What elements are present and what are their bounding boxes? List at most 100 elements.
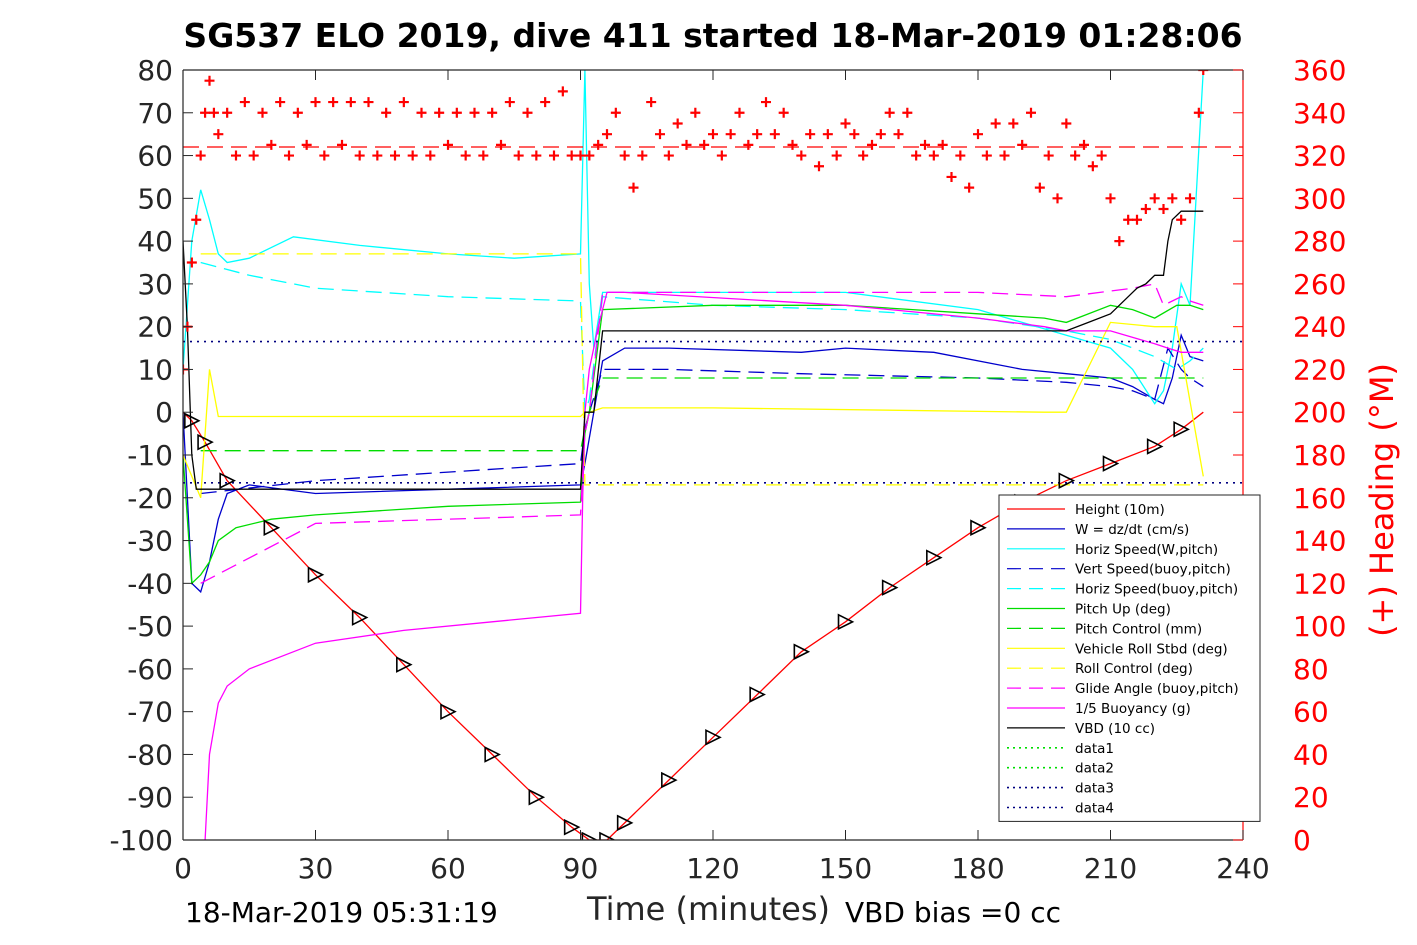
- y2-tick-label: 280: [1293, 225, 1346, 258]
- y2-tick-label: 240: [1293, 311, 1346, 344]
- heading-marker: [663, 150, 674, 161]
- heading-marker: [186, 257, 197, 268]
- heading-marker: [292, 107, 303, 118]
- depth-marker: [1173, 421, 1190, 438]
- y2-tick-label: 320: [1293, 140, 1346, 173]
- heading-marker: [928, 150, 939, 161]
- depth-marker: [440, 703, 457, 720]
- heading-marker: [1132, 214, 1142, 225]
- x-tick-label: 180: [951, 852, 1004, 885]
- heading-marker: [566, 150, 577, 161]
- x-axis-label: Time (minutes): [587, 890, 830, 928]
- x-tick-label: 30: [298, 852, 334, 885]
- heading-marker: [310, 97, 321, 108]
- heading-marker: [487, 107, 498, 118]
- heading-marker: [796, 150, 807, 161]
- heading-marker: [557, 86, 568, 97]
- heading-marker: [248, 150, 259, 161]
- depth-marker: [563, 818, 581, 836]
- heading-marker: [699, 139, 710, 150]
- heading-marker: [708, 129, 718, 140]
- heading-marker: [195, 150, 206, 161]
- depth-marker: [970, 519, 987, 537]
- heading-marker: [513, 150, 524, 161]
- heading-marker: [584, 150, 595, 161]
- heading-marker: [1096, 150, 1107, 161]
- heading-marker: [407, 150, 418, 161]
- heading-marker: [1185, 193, 1195, 204]
- heading-marker: [1079, 139, 1089, 150]
- y2-tick-label: 100: [1293, 610, 1346, 643]
- heading-marker: [734, 107, 745, 118]
- depth-marker: [1058, 472, 1076, 489]
- right-axis-label: (+) Heading (°M): [1363, 363, 1401, 637]
- heading-marker: [849, 129, 860, 140]
- axes-layer: 0 30 60 90 120 150 180 210 240-100-90-80-70-60-5…: [109, 54, 1346, 885]
- x-tick-label: 120: [686, 852, 739, 885]
- heading-marker: [1087, 161, 1098, 172]
- heading-marker: [301, 139, 312, 150]
- heading-marker: [1034, 182, 1045, 193]
- heading-marker: [204, 75, 215, 86]
- heading-marker: [769, 129, 780, 140]
- heading-marker: [319, 150, 330, 161]
- depth-marker: [616, 814, 634, 832]
- heading-marker: [1149, 193, 1160, 204]
- legend-label: Horiz Speed(buoy,pitch): [1075, 582, 1238, 598]
- heading-marker: [955, 150, 966, 161]
- x-tick-label: 90: [563, 852, 599, 885]
- heading-marker: [469, 107, 480, 118]
- y2-tick-label: 180: [1293, 439, 1346, 472]
- heading-marker: [222, 107, 233, 118]
- legend-label: data4: [1075, 801, 1114, 817]
- y2-tick-label: 60: [1293, 696, 1329, 729]
- heading-marker: [610, 107, 621, 118]
- heading-marker: [328, 97, 339, 108]
- y-tick-label: -90: [127, 781, 173, 814]
- heading-marker: [1070, 150, 1081, 161]
- x-tick-label: 240: [1216, 852, 1269, 885]
- heading-marker: [549, 150, 559, 161]
- y2-tick-label: 40: [1293, 738, 1329, 771]
- y2-tick-label: 360: [1293, 54, 1346, 87]
- y2-tick-label: 120: [1293, 567, 1346, 600]
- heading-marker: [725, 129, 736, 140]
- heading-marker: [690, 107, 701, 118]
- legend-box: [998, 494, 1261, 822]
- legend-label: Vert Speed(buoy,pitch): [1075, 562, 1231, 578]
- y-tick-label: 0: [155, 396, 173, 429]
- legend-label: 1/5 Buoyancy (g): [1075, 701, 1191, 717]
- series-line-8: [183, 321, 1204, 499]
- heading-marker: [372, 150, 383, 161]
- heading-marker: [266, 139, 277, 150]
- depth-marker: [705, 729, 722, 746]
- heading-marker: [504, 97, 515, 108]
- y2-tick-label: 20: [1293, 781, 1329, 814]
- heading-marker: [575, 150, 586, 161]
- y2-tick-label: 80: [1293, 653, 1329, 686]
- heading-marker: [1008, 118, 1019, 129]
- heading-marker: [672, 118, 683, 129]
- heading-marker: [787, 139, 798, 150]
- heading-marker: [363, 97, 374, 108]
- y-tick-label: 10: [137, 353, 173, 386]
- y2-tick-label: 200: [1293, 396, 1346, 429]
- heading-marker: [973, 129, 983, 140]
- depth-marker: [528, 788, 546, 806]
- depth-marker: [837, 613, 855, 631]
- heading-marker: [381, 107, 392, 118]
- depth-marker: [749, 686, 766, 703]
- heading-marker: [354, 150, 365, 161]
- legend-label: VBD (10 cc): [1075, 721, 1155, 737]
- heading-marker: [1123, 214, 1134, 225]
- heading-marker: [1114, 236, 1125, 247]
- y-tick-label: -30: [127, 525, 173, 558]
- heading-marker: [637, 150, 648, 161]
- heading-marker: [337, 139, 347, 150]
- x-tick-label: 150: [819, 852, 872, 885]
- heading-marker: [937, 139, 948, 150]
- y-tick-label: -60: [127, 653, 173, 686]
- heading-marker: [1140, 204, 1151, 215]
- heading-marker: [1198, 70, 1209, 75]
- depth-marker: [184, 412, 201, 430]
